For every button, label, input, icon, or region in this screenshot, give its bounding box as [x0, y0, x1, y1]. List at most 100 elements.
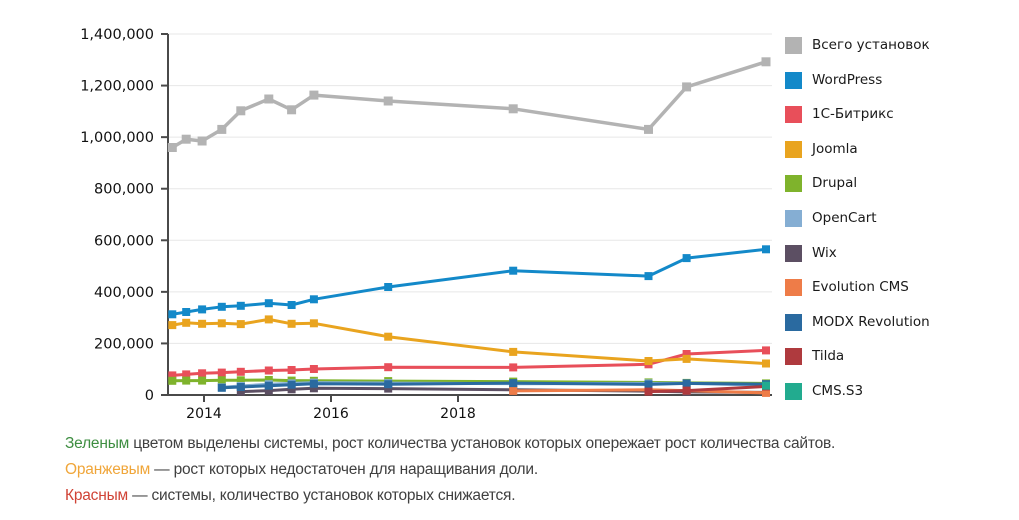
- data-point-joomla: [287, 319, 296, 328]
- data-point-drupal: [198, 376, 207, 385]
- data-point-modx-revolution: [384, 380, 393, 389]
- data-point-evolution-cms: [762, 388, 770, 397]
- data-point-wordpress: [682, 254, 691, 263]
- data-point-modx-revolution: [217, 383, 226, 392]
- y-axis-label: 1,200,000: [80, 79, 154, 95]
- data-point-bitrix: [168, 371, 177, 380]
- data-point-drupal: [217, 376, 226, 385]
- data-point-bitrix: [236, 367, 245, 376]
- data-point-total: [682, 82, 692, 92]
- data-point-wix: [384, 384, 393, 393]
- data-point-tilda: [682, 386, 691, 395]
- data-point-tilda: [644, 387, 653, 396]
- legend-item-joomla[interactable]: Joomla: [785, 140, 930, 158]
- data-point-wordpress: [309, 295, 318, 304]
- series-markers-cms-s3: [762, 381, 770, 390]
- series-line-modx-revolution: [221, 381, 767, 390]
- legend-item-total[interactable]: Всего установок: [785, 37, 930, 54]
- data-point-total: [167, 143, 177, 152]
- legend-item-drupal[interactable]: Drupal: [785, 175, 930, 193]
- data-point-modx-revolution: [264, 381, 273, 390]
- axes: [167, 34, 772, 396]
- data-point-joomla: [509, 347, 518, 356]
- data-point-wordpress: [762, 245, 770, 254]
- data-point-bitrix: [309, 365, 318, 373]
- data-point-joomla: [682, 354, 691, 363]
- series-markers-joomla: [168, 315, 770, 368]
- legend-item-opencart[interactable]: OpenCart: [785, 209, 930, 227]
- legend-label: Joomla: [812, 140, 858, 157]
- data-point-bitrix: [287, 366, 296, 374]
- legend-item-wordpress[interactable]: WordPress: [785, 71, 930, 89]
- legend-item-cms-s3[interactable]: CMS.S3: [785, 382, 930, 400]
- note-green-term: Зеленым: [65, 435, 130, 452]
- note-green: Зеленым цветом выделены системы, рост ко…: [65, 433, 965, 454]
- data-point-bitrix: [198, 369, 207, 378]
- y-axis-label: 600,000: [94, 233, 154, 249]
- x-axis-label: 2014: [186, 406, 222, 422]
- legend-swatch-joomla: [785, 140, 802, 158]
- data-point-wordpress: [384, 283, 393, 291]
- legend-swatch-wix: [785, 244, 802, 262]
- legend-swatch-opencart: [785, 209, 802, 227]
- data-point-joomla: [168, 321, 177, 330]
- x-axis-label: 2016: [313, 406, 349, 422]
- legend-label: MODX Revolution: [812, 313, 930, 330]
- data-point-total: [264, 94, 274, 104]
- data-point-wordpress: [217, 302, 226, 311]
- data-point-wordpress: [644, 272, 653, 281]
- x-axis-label: 2018: [440, 406, 476, 422]
- data-point-modx-revolution: [287, 380, 296, 389]
- data-point-bitrix: [682, 350, 691, 358]
- legend-label: 1С-Битрикс: [812, 106, 894, 123]
- legend-swatch-bitrix: [785, 106, 802, 124]
- note-orange: Оранжевым — рост которых недостаточен дл…: [65, 459, 965, 480]
- legend-swatch-evolution-cms: [785, 279, 802, 297]
- data-point-wordpress: [509, 266, 518, 275]
- data-point-wordpress: [236, 301, 245, 310]
- note-orange-term: Оранжевым: [65, 461, 151, 478]
- data-point-drupal: [264, 376, 273, 384]
- y-axis-label: 1,400,000: [80, 27, 154, 43]
- data-point-total: [236, 106, 246, 116]
- data-point-total: [217, 124, 227, 134]
- data-point-modx-revolution: [644, 380, 653, 389]
- legend-item-wix[interactable]: Wix: [785, 244, 930, 262]
- series-line-total: [171, 60, 767, 150]
- legend-label: CMS.S3: [812, 382, 864, 399]
- data-point-wix: [309, 384, 318, 393]
- data-point-cms-s3: [762, 381, 770, 390]
- data-point-bitrix: [264, 366, 273, 375]
- data-point-bitrix: [762, 346, 770, 355]
- legend-label: Всего установок: [812, 37, 930, 53]
- series-markers-total: [167, 57, 771, 152]
- data-point-total: [383, 96, 393, 106]
- data-point-joomla: [182, 318, 191, 327]
- series-line-bitrix: [172, 348, 767, 377]
- data-point-wix: [287, 385, 296, 394]
- legend-label: Wix: [812, 244, 837, 261]
- data-point-wordpress: [168, 310, 177, 319]
- y-axis-label: 800,000: [94, 182, 154, 198]
- chart-legend: Всего установок WordPress 1С-Битрикс Joomla…: [785, 37, 930, 418]
- legend-label: Evolution CMS: [812, 279, 909, 296]
- data-point-joomla: [236, 320, 245, 329]
- data-point-modx-revolution: [509, 379, 518, 388]
- legend-item-modx-revolution[interactable]: MODX Revolution: [785, 313, 930, 331]
- note-orange-text: — рост которых недостаточен для наращива…: [150, 461, 538, 478]
- legend-item-bitrix[interactable]: 1С-Битрикс: [785, 106, 930, 124]
- data-point-bitrix: [217, 368, 226, 377]
- legend-item-evolution-cms[interactable]: Evolution CMS: [785, 279, 930, 297]
- series-line-wordpress: [172, 247, 767, 316]
- legend-label: WordPress: [812, 71, 883, 88]
- legend-label: Drupal: [812, 175, 858, 192]
- y-axis-label: 400,000: [94, 285, 154, 301]
- data-point-modx-revolution: [682, 379, 691, 388]
- data-point-joomla: [217, 319, 226, 328]
- y-axis-label: 1,000,000: [80, 130, 154, 146]
- data-point-total: [644, 124, 653, 134]
- data-point-total: [761, 57, 771, 67]
- data-point-wordpress: [264, 299, 273, 308]
- legend-item-tilda[interactable]: Tilda: [785, 348, 930, 366]
- data-point-drupal: [236, 376, 245, 385]
